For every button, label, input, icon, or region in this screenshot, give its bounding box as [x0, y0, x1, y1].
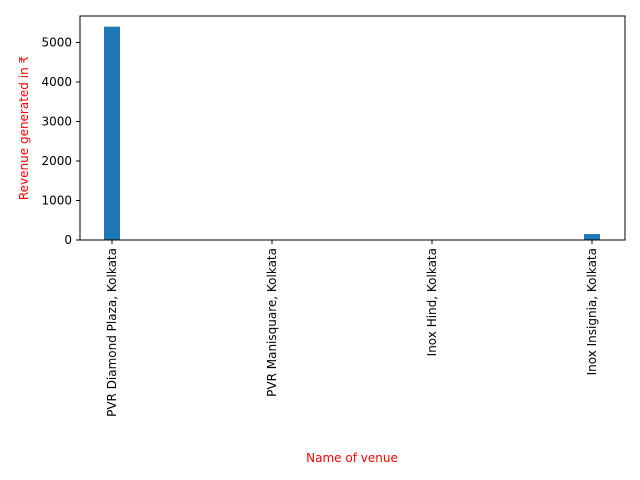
y-axis: 0 1000 2000 3000 4000 5000	[41, 35, 80, 247]
x-tick-label: PVR Manisquare, Kolkata	[265, 248, 279, 397]
x-tick-label: Inox Insignia, Kolkata	[585, 248, 599, 375]
plot-frame	[79, 15, 626, 241]
y-tick-label: 2000	[41, 154, 72, 168]
bars-group	[104, 26, 600, 240]
y-tick-label: 1000	[41, 193, 72, 207]
y-tick-label: 4000	[41, 75, 72, 89]
y-axis-title: Revenue generated in ₹	[17, 56, 31, 201]
bar	[104, 26, 120, 240]
x-tick-label: Inox Hind, Kolkata	[425, 248, 439, 356]
y-tick-label: 5000	[41, 35, 72, 49]
y-tick-label: 0	[64, 233, 72, 247]
y-tick-label: 3000	[41, 114, 72, 128]
x-axis-title: Name of venue	[306, 451, 398, 465]
x-tick-label: PVR Diamond Plaza, Kolkata	[105, 248, 119, 417]
x-axis: PVR Diamond Plaza, Kolkata PVR Manisquare…	[105, 240, 599, 417]
bar	[584, 234, 600, 240]
